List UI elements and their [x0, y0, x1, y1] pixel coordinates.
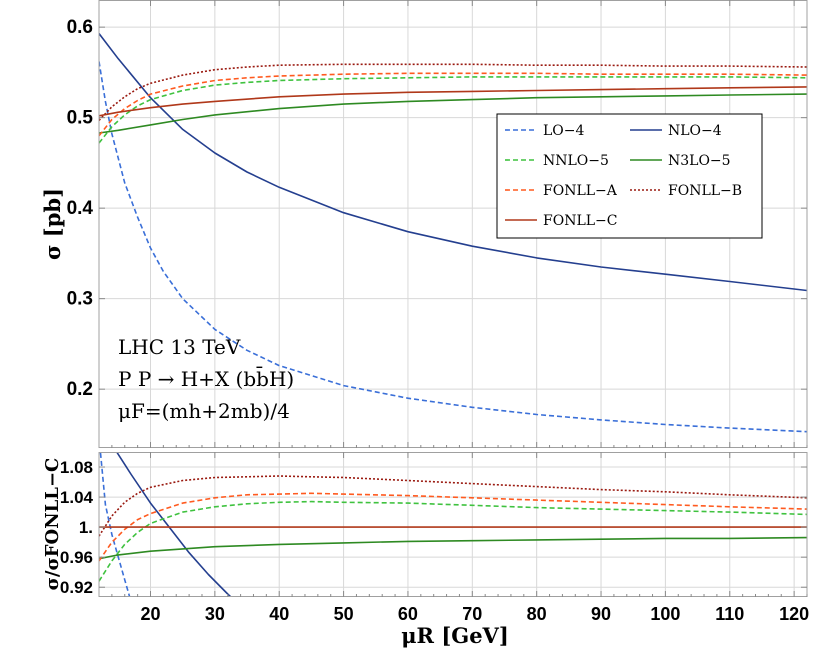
ratio-frame: [98, 452, 808, 597]
ratio-y-tick-label-0.96: 0.96: [60, 548, 93, 567]
x-tick-label-60: 60: [398, 604, 418, 624]
ratio-y-tick-label-1.04: 1.04: [60, 488, 94, 507]
x-axis-label: μR [GeV]: [401, 623, 509, 648]
ratio-ticks: 20 30 40 50 60 70 80 90 100 110 120 0.92 0.96 1. 1.04 1…: [60, 452, 809, 624]
x-tick-label-110: 110: [715, 604, 744, 624]
ratio-y-axis-label: σ/σFONLL−C: [42, 458, 63, 591]
annotation-process: P P → H+X (bb̄H): [118, 366, 294, 391]
ratio-y-tick-label-0.92: 0.92: [60, 578, 93, 597]
main-ticks: 0.2 0.3 0.4 0.5 0.6: [67, 0, 808, 448]
main-series-group: [99, 33, 807, 433]
x-tick-label-80: 80: [527, 604, 547, 624]
x-tick-label-70: 70: [462, 604, 482, 624]
legend-label-fonll-b: FONLL−B: [668, 183, 742, 199]
legend-label-nlo-4: NLO−4: [668, 123, 722, 139]
ratio-series-lo-4: [99, 452, 131, 597]
main-y-tick-label-0.2: 0.2: [67, 379, 93, 400]
main-y-tick-label-0.3: 0.3: [67, 289, 93, 310]
x-tick-label-90: 90: [591, 604, 611, 624]
main-series-fonll-c: [99, 86, 807, 117]
x-tick-label-50: 50: [334, 604, 354, 624]
legend-entries: LO−4 NLO−4 NNLO−5 N3LO−5 FONLL−A FONLL−B FONLL…: [505, 123, 742, 229]
ratio-grid: [99, 452, 807, 597]
x-tick-label-40: 40: [269, 604, 289, 624]
ratio-series-n3lo-5: [99, 536, 807, 560]
legend: LO−4 NLO−4 NNLO−5 N3LO−5 FONLL−A FONLL−B FONLL…: [496, 113, 763, 239]
legend-label-n3lo-5: N3LO−5: [668, 153, 731, 169]
x-tick-label-20: 20: [140, 604, 160, 624]
main-frame: [98, 0, 808, 448]
annotation-collider: LHC 13 TeV: [118, 335, 241, 359]
main-series-fonll-a: [99, 72, 807, 137]
legend-label-lo-4: LO−4: [543, 123, 585, 139]
main-y-tick-label-0.6: 0.6: [67, 17, 93, 38]
legend-label-fonll-a: FONLL−A: [543, 183, 618, 199]
ratio-series-nlo-4: [115, 452, 233, 597]
x-tick-label-120: 120: [779, 604, 809, 624]
ratio-series-group: [99, 452, 807, 597]
main-y-tick-label-0.4: 0.4: [67, 198, 94, 219]
ratio-series-fonll-a: [99, 492, 807, 562]
ratio-panel: 20 30 40 50 60 70 80 90 100 110 120 0.92 0.96 1. 1.04 1…: [42, 452, 809, 648]
legend-box: [496, 113, 763, 239]
main-series-lo-4: [99, 61, 807, 433]
main-y-tick-label-0.5: 0.5: [67, 108, 94, 129]
main-series-nnlo-5: [99, 76, 807, 144]
main-series-fonll-b: [99, 63, 807, 121]
legend-label-fonll-c: FONLL−C: [543, 213, 617, 229]
main-series-n3lo-5: [99, 93, 807, 134]
legend-label-nnlo-5: NNLO−5: [543, 153, 609, 169]
main-y-axis-label: σ [pb]: [40, 188, 65, 260]
main-panel: 0.2 0.3 0.4 0.5 0.6 σ [pb] LHC 13 TeV P P → …: [40, 0, 808, 448]
x-tick-label-100: 100: [650, 604, 680, 624]
x-tick-label-30: 30: [205, 604, 225, 624]
main-series-nlo-4: [99, 33, 807, 292]
annotation-factorization-scale: μF=(mh+2mb)/4: [118, 399, 290, 423]
ratio-y-tick-label-1.08: 1.08: [60, 458, 93, 477]
ratio-y-tick-label-1: 1.: [79, 518, 93, 537]
ratio-series-nnlo-5: [99, 500, 807, 582]
